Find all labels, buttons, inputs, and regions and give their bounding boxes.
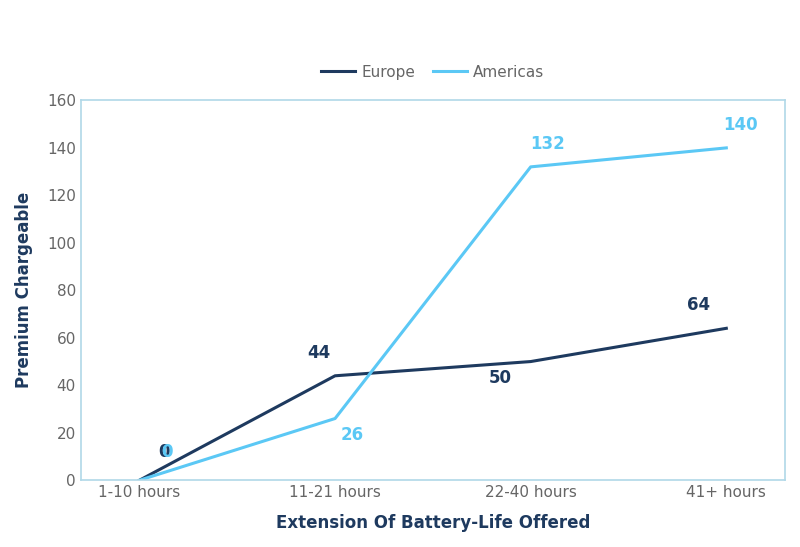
Text: 64: 64 <box>687 296 710 315</box>
Europe <box>134 477 144 484</box>
Americas <box>330 415 340 422</box>
Text: 50: 50 <box>489 369 512 387</box>
Text: 0: 0 <box>158 443 170 461</box>
Text: 44: 44 <box>306 344 330 362</box>
Text: 140: 140 <box>723 116 758 134</box>
Line: Europe: Europe <box>139 328 726 480</box>
Americas <box>722 144 731 151</box>
Europe <box>526 358 535 365</box>
Legend: Europe, Americas: Europe, Americas <box>315 59 550 86</box>
X-axis label: Extension Of Battery-Life Offered: Extension Of Battery-Life Offered <box>276 514 590 532</box>
Europe <box>722 325 731 331</box>
Americas <box>526 164 535 170</box>
Line: Americas: Americas <box>139 148 726 480</box>
Americas <box>134 477 144 484</box>
Text: 132: 132 <box>530 135 565 153</box>
Text: 0: 0 <box>162 443 173 461</box>
Y-axis label: Premium Chargeable: Premium Chargeable <box>15 192 33 388</box>
Europe <box>330 373 340 379</box>
Text: 26: 26 <box>340 426 363 444</box>
